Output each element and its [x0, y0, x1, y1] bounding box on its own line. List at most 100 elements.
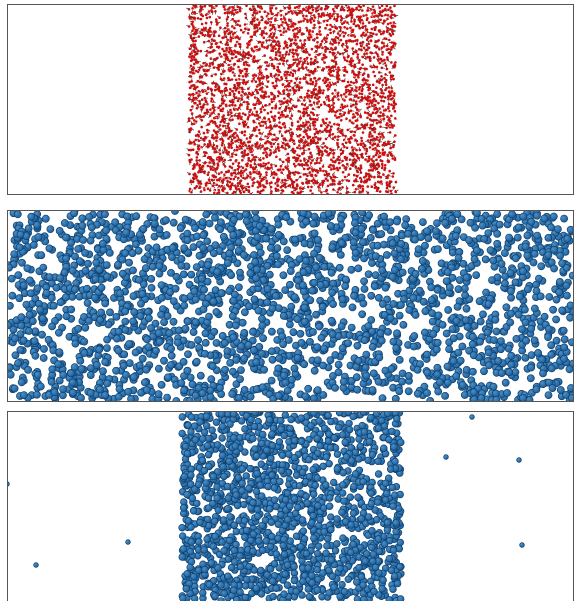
oxygen-atom — [267, 12, 270, 16]
oxygen-atom — [300, 102, 304, 106]
oxygen-atom — [312, 26, 315, 30]
oxygen-atom — [291, 86, 295, 90]
oxygen-atom — [247, 87, 250, 90]
oxygen-atom — [343, 156, 347, 159]
oxygen-atom — [336, 138, 340, 142]
oxygen-atom — [227, 122, 230, 125]
oxygen-atom — [250, 22, 254, 26]
oxygen-atom — [282, 47, 286, 50]
oxygen-atom — [189, 75, 193, 78]
oxygen-atom — [337, 66, 340, 69]
oxygen-atom — [352, 99, 356, 102]
oxygen-atom — [384, 37, 388, 41]
oxygen-atom — [217, 45, 221, 49]
oxygen-atom — [247, 156, 250, 160]
oxygen-atom — [198, 159, 201, 162]
oxygen-atom — [236, 108, 239, 111]
oxygen-atom — [227, 113, 230, 117]
oxygen-atom — [198, 94, 201, 97]
oxygen-atom — [225, 48, 228, 52]
oxygen-atom — [390, 90, 394, 93]
oxygen-atom — [365, 147, 369, 151]
oxygen-atom — [316, 157, 319, 160]
oxygen-atom — [287, 184, 291, 188]
oxygen-atom — [359, 15, 362, 18]
oxygen-atom — [384, 64, 388, 67]
oxygen-atom — [229, 68, 233, 72]
oxygen-atom — [376, 93, 380, 97]
oxygen-atom — [341, 44, 344, 47]
oxygen-atom — [321, 146, 324, 149]
oxygen-atom — [318, 25, 322, 29]
oxygen-atom — [262, 188, 265, 192]
oxygen-atom — [300, 10, 303, 13]
oxygen-atom — [332, 151, 336, 155]
oxygen-atom — [211, 6, 214, 9]
oxygen-atom — [366, 191, 370, 194]
oxygen-atom — [331, 74, 334, 77]
oxygen-atom — [390, 61, 393, 64]
oxygen-atom — [367, 159, 371, 162]
oxygen-atom — [196, 85, 199, 89]
oxygen-atom — [311, 80, 315, 84]
oxygen-atom — [378, 81, 381, 85]
oxygen-atom — [316, 65, 320, 69]
oxygen-atom — [333, 17, 336, 21]
oxygen-atom — [360, 136, 363, 140]
oxygen-atom — [282, 141, 285, 145]
oxygen-atom — [378, 61, 382, 65]
oxygen-atom — [309, 142, 313, 145]
oxygen-atom — [220, 137, 224, 141]
oxygen-atom — [309, 61, 313, 64]
oxygen-atom — [393, 158, 397, 161]
oxygen-atom — [356, 108, 359, 111]
oxygen-atom — [310, 185, 313, 189]
oxygen-atom — [385, 30, 389, 33]
oxygen-atom — [256, 147, 260, 150]
oxygen-atom — [351, 183, 355, 187]
oxygen-atom — [196, 79, 200, 83]
oxygen-atom — [274, 47, 277, 51]
oxygen-atom — [346, 128, 350, 132]
oxygen-atom — [237, 161, 241, 165]
oxygen-atom — [245, 137, 249, 140]
oxygen-atom — [314, 88, 318, 91]
oxygen-atom — [276, 188, 280, 192]
oxygen-atom — [377, 39, 380, 42]
oxygen-atom — [251, 184, 254, 188]
oxygen-atom — [258, 79, 261, 82]
oxygen-atom — [332, 188, 335, 191]
oxygen-atom — [315, 36, 319, 39]
oxygen-atom — [321, 165, 325, 168]
oxygen-atom — [233, 31, 236, 35]
oxygen-atom — [223, 31, 227, 34]
oxygen-atom — [230, 56, 234, 60]
oxygen-atom — [289, 10, 293, 13]
oxygen-atom — [385, 48, 389, 51]
oxygen-atom — [188, 86, 192, 90]
oxygen-atom — [211, 184, 215, 188]
oxygen-atom — [201, 165, 204, 168]
oxygen-atom — [225, 46, 228, 50]
oxygen-atom — [200, 170, 204, 173]
oxygen-atom — [333, 160, 337, 164]
oxygen-atom — [389, 28, 392, 31]
oxygen-atom — [261, 120, 264, 124]
oxygen-atom — [335, 75, 339, 79]
oxygen-atom — [283, 74, 287, 77]
oxygen-atom — [306, 36, 310, 40]
oxygen-atom — [210, 92, 214, 96]
oxygen-atom — [227, 63, 230, 67]
oxygen-atom — [389, 74, 393, 77]
oxygen-atom — [223, 26, 227, 30]
oxygen-atom — [356, 113, 360, 116]
oxygen-atom — [208, 15, 212, 19]
oxygen-atom — [324, 26, 327, 30]
oxygen-atom — [283, 16, 286, 20]
oxygen-atom — [392, 21, 396, 24]
oxygen-atom — [318, 85, 321, 89]
oxygen-atom — [390, 192, 393, 194]
oxygen-atom — [332, 82, 335, 86]
oxygen-atom — [353, 152, 357, 156]
oxygen-atom — [247, 140, 251, 144]
